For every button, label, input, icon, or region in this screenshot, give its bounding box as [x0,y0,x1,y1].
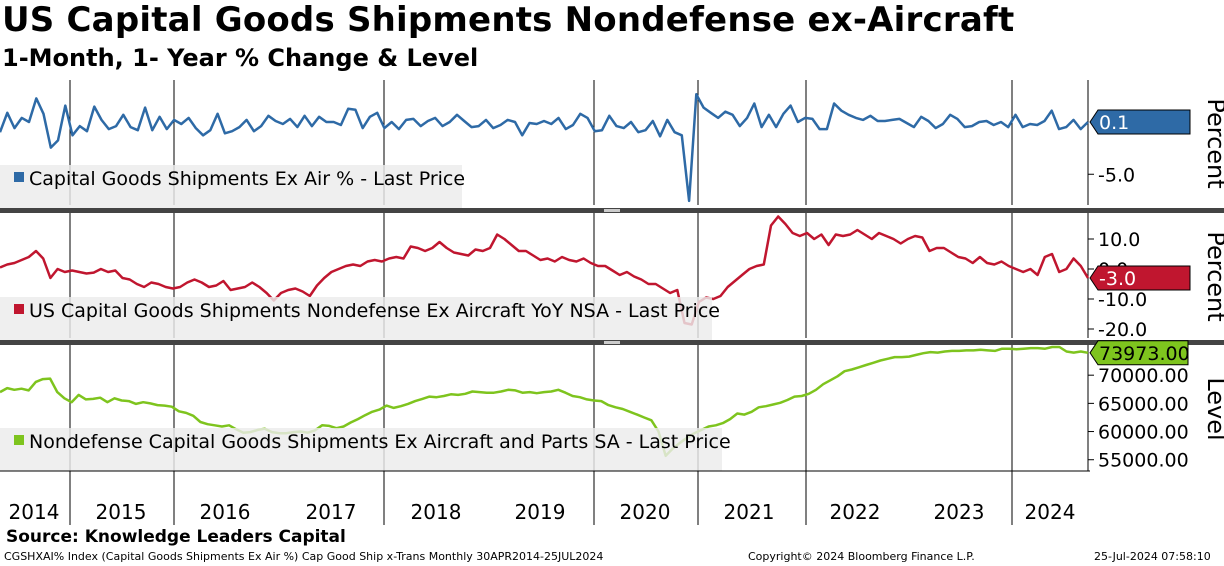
legend-label: Nondefense Capital Goods Shipments Ex Ai… [29,431,731,453]
separator-handle-1[interactable] [604,209,620,212]
chart-subtitle: 1-Month, 1- Year % Change & Level [2,44,479,72]
panel-3: 70000.00 65000.00 60000.00 55000.00 Nondefen… [0,340,1224,472]
x-tick-label: 2023 [934,500,985,524]
last-value-tag [1089,109,1191,135]
panel-1: -5.0 Capital Goods Shipments Ex Air % - L… [0,80,1224,208]
x-tick-label: 2018 [411,500,462,524]
x-tick-label: 2014 [9,500,60,524]
legend-box[interactable] [0,165,462,208]
last-value-tag [1089,265,1191,291]
x-tick-label: 2022 [830,500,881,524]
series-line [0,345,1089,458]
y-axis-title: Percent [1202,231,1224,321]
legend-box[interactable] [0,428,722,471]
copyright: Copyright© 2024 Bloomberg Finance L.P. [748,550,975,563]
legend-label: US Capital Goods Shipments Nondefense Ex… [29,300,720,322]
x-tick-label: 2020 [620,500,671,524]
y-axis-title: Percent [1202,98,1224,188]
x-tick-label: 2017 [306,500,357,524]
y-tick-label: -5.0 [1098,164,1135,186]
legend-swatch [14,304,24,314]
series-line [0,215,1090,326]
legend-label: Capital Goods Shipments Ex Air % - Last … [29,168,465,190]
source-label: Source: Knowledge Leaders Capital [6,527,346,547]
separator-handle-2[interactable] [604,341,620,344]
last-value-tag [1089,340,1189,366]
last-value-label: 73973.00 [1099,343,1190,365]
x-tick-label: 2019 [515,500,566,524]
y-tick-label: -10.0 [1098,289,1147,311]
x-tick-label: 2024 [1025,500,1076,524]
y-tick-label: 65000.00 [1098,393,1189,415]
x-tick-label: 2021 [724,500,775,524]
y-tick-label: 60000.00 [1098,422,1189,444]
y-tick-label: 55000.00 [1098,450,1189,472]
y-tick-label: 70000.00 [1098,365,1189,387]
legend-box[interactable] [0,297,712,340]
ticker-info: CGSHXAI% Index (Capital Goods Shipments … [4,550,604,563]
chart-title: US Capital Goods Shipments Nondefense ex… [2,0,1015,40]
y-tick-label: 10.0 [1098,229,1140,251]
y-axis-title: Level [1202,377,1224,440]
series-line [0,93,1089,203]
last-value-label: 0.1 [1099,112,1129,134]
legend-swatch [14,435,24,445]
last-value-label: -3.0 [1099,268,1136,290]
y-tick-label: -20.0 [1098,319,1147,341]
timestamp: 25-Jul-2024 07:58:10 [1094,550,1211,563]
legend-swatch [14,172,24,182]
x-tick-label: 2016 [200,500,251,524]
x-tick-label: 2015 [96,500,147,524]
panel-2: 10.00.0-10.0-20.0US Capital Goods Shipme… [0,213,1224,341]
